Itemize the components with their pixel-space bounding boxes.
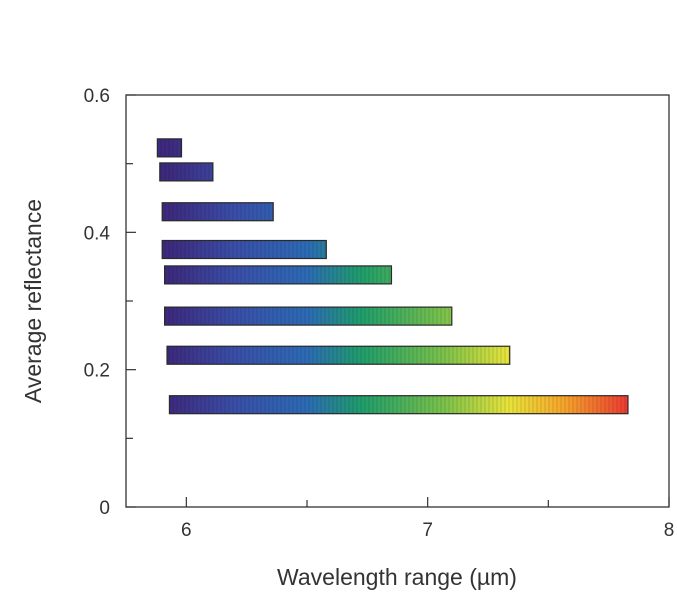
bars-layer: [156, 138, 629, 415]
y-tick-label: 0: [99, 498, 110, 519]
plot-frame: [125, 94, 670, 508]
ticks-layer: 6 7 8 0 0.2 0.4 0.6: [84, 86, 675, 541]
x-tick-label: 7: [422, 520, 433, 541]
x-tick-label: 8: [664, 520, 675, 541]
y-tick-label: 0.6: [84, 86, 110, 107]
bar-1-texture: [156, 138, 183, 158]
bar-8-texture: [168, 395, 629, 415]
y-tick-label: 0.2: [84, 361, 110, 382]
bar-4-texture: [161, 239, 327, 260]
bar-6-texture: [164, 306, 453, 326]
y-tick-label: 0.4: [84, 223, 111, 244]
bar-5-texture: [164, 265, 393, 285]
bar-2-texture: [159, 162, 214, 182]
x-tick-label: 6: [181, 520, 192, 541]
x-axis-title: Wavelength range (µm): [277, 564, 517, 590]
bar-7-texture: [166, 345, 511, 365]
bar-3-texture: [161, 202, 274, 222]
y-axis-title: Average reflectance: [20, 199, 46, 403]
